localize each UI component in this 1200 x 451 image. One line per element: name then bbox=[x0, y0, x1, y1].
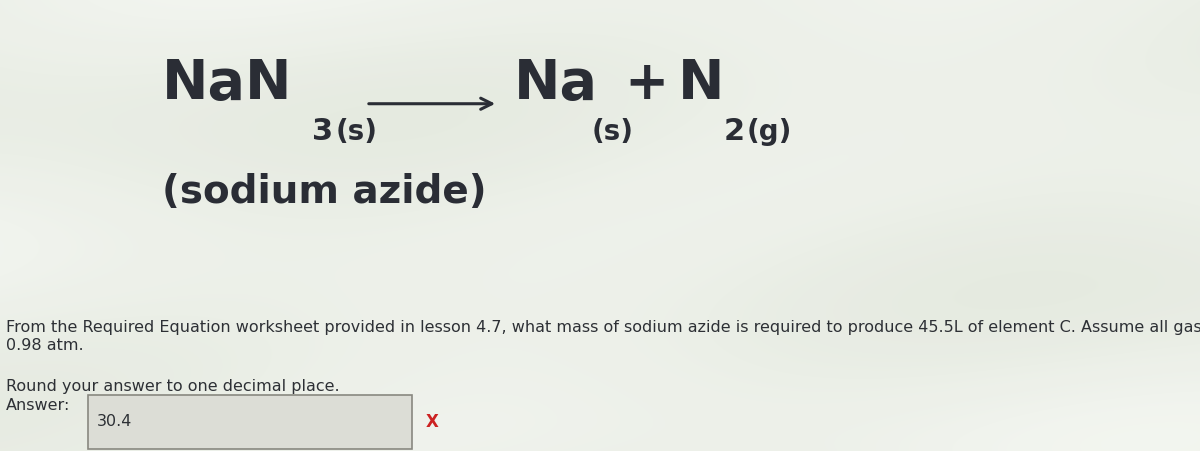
Text: X: X bbox=[426, 413, 439, 431]
Text: N: N bbox=[678, 57, 725, 111]
Text: +: + bbox=[624, 58, 668, 110]
Text: Round your answer to one decimal place.: Round your answer to one decimal place. bbox=[6, 379, 340, 394]
Text: (s): (s) bbox=[592, 118, 634, 146]
Text: (g): (g) bbox=[746, 118, 792, 146]
Text: Na: Na bbox=[514, 57, 598, 111]
Text: (sodium azide): (sodium azide) bbox=[162, 173, 487, 211]
Text: From the Required Equation worksheet provided in lesson 4.7, what mass of sodium: From the Required Equation worksheet pro… bbox=[6, 320, 1200, 353]
Text: Answer:: Answer: bbox=[6, 398, 71, 414]
Text: 30.4: 30.4 bbox=[97, 414, 132, 429]
Text: (s): (s) bbox=[336, 118, 378, 146]
FancyBboxPatch shape bbox=[88, 395, 412, 449]
Text: NaN: NaN bbox=[162, 57, 293, 111]
Text: 2: 2 bbox=[724, 117, 745, 146]
Text: 3: 3 bbox=[312, 117, 334, 146]
